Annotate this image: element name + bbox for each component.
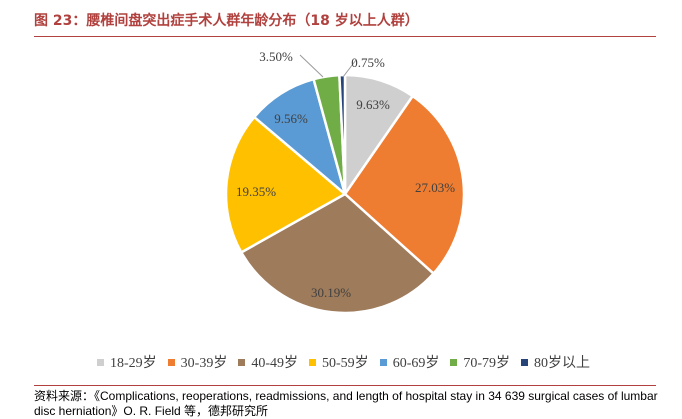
data-label-80: 0.75% — [351, 55, 385, 70]
leader-line-80 — [342, 59, 357, 78]
data-labels: 9.63% 27.03% 30.19% 19.35% 9.56% 3.50% 0.75% — [236, 49, 455, 300]
legend-item-30-39: 30-39岁 — [167, 352, 228, 372]
legend-label: 50-59岁 — [322, 356, 369, 371]
legend-item-18-29: 18-29岁 — [97, 352, 157, 372]
pie-slice-30-39 — [343, 94, 466, 275]
figure-title: 图 23：腰椎间盘突出症手术人群年龄分布（18 岁以上人群） — [34, 13, 419, 29]
legend-swatch — [309, 358, 317, 366]
leader-line-70-79 — [299, 54, 324, 78]
pie-slice-40-49 — [240, 192, 435, 315]
legend-swatch — [97, 358, 104, 366]
legend-item-40-49: 40-49岁 — [238, 352, 298, 372]
legend-swatch — [379, 358, 387, 366]
title-divider — [34, 36, 656, 37]
data-label-60-69: 9.56% — [274, 111, 308, 126]
data-label-50-59: 19.35% — [236, 184, 276, 199]
legend-swatch — [238, 358, 246, 366]
legend-label: 80岁以上 — [534, 356, 591, 371]
legend-item-50-59: 50-59岁 — [309, 352, 369, 372]
legend-item-80: 80岁以上 — [521, 352, 590, 372]
legend-label: 40-49岁 — [251, 356, 299, 371]
source-note: 资料来源：《Complications, reoperations, readm… — [34, 389, 658, 418]
legend-label: 30-39岁 — [180, 356, 228, 371]
chart-legend: 18-29岁 30-39岁 40-49岁 50-59岁 60-69岁 70-79岁 80岁以… — [97, 352, 590, 372]
data-label-40-49: 30.19% — [311, 285, 351, 300]
pie-slice-50-59 — [224, 115, 347, 254]
leader-lines — [299, 54, 357, 78]
legend-label: 18-29岁 — [110, 356, 157, 371]
legend-swatch — [167, 358, 175, 366]
pie-slices — [224, 73, 466, 315]
data-label-30-39: 27.03% — [415, 180, 455, 195]
source-divider — [34, 385, 656, 386]
legend-label: 70-79岁 — [463, 356, 511, 371]
data-label-18-29: 9.63% — [356, 97, 390, 112]
legend-item-70-79: 70-79岁 — [450, 352, 510, 372]
pie-chart: 9.63% 27.03% 30.19% 19.35% 9.56% 3.50% 0.75% — [224, 49, 466, 315]
legend-swatch — [450, 358, 458, 366]
data-label-70-79: 3.50% — [259, 49, 293, 64]
legend-swatch — [521, 358, 529, 366]
legend-item-60-69: 60-69岁 — [379, 352, 440, 372]
legend-label: 60-69岁 — [392, 356, 440, 371]
